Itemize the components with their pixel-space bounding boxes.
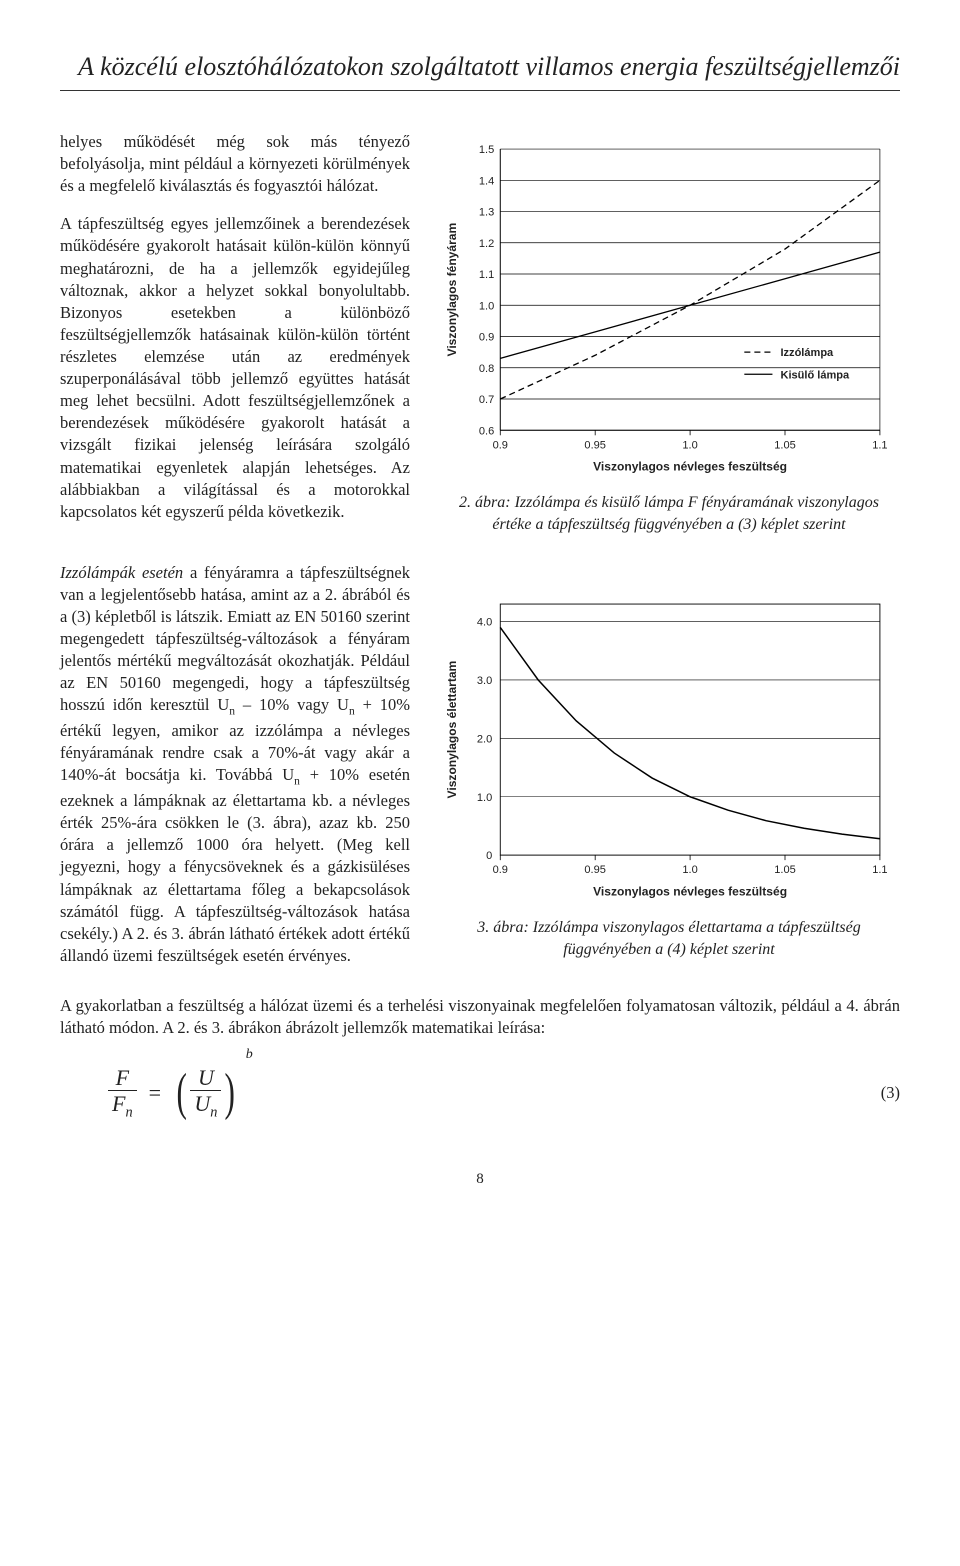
svg-text:Viszonylagos élettartam: Viszonylagos élettartam <box>445 660 459 798</box>
svg-text:0: 0 <box>486 850 492 862</box>
figure-2-caption: 2. ábra: Izzólámpa és kisülő lámpa F fén… <box>438 492 900 535</box>
svg-text:1.3: 1.3 <box>479 207 494 219</box>
paragraph-2: A tápfeszültség egyes jellemzőinek a ber… <box>60 213 410 523</box>
page-number: 8 <box>60 1171 900 1188</box>
svg-text:1.1: 1.1 <box>479 269 494 281</box>
svg-text:4.0: 4.0 <box>477 616 492 628</box>
svg-text:1.0: 1.0 <box>477 791 492 803</box>
svg-text:Viszonylagos fényáram: Viszonylagos fényáram <box>445 223 459 357</box>
figure-3: 0 1.0 2.0 3.0 4.0 0.9 0.95 1.0 1.05 1.1 Viszonylag… <box>438 592 900 961</box>
figure-3-caption: 3. ábra: Izzólámpa viszonylagos élettart… <box>438 917 900 960</box>
svg-text:1.5: 1.5 <box>479 144 494 156</box>
svg-text:Viszonylagos névleges feszülts: Viszonylagos névleges feszültség <box>593 459 787 473</box>
left-column-lower: Izzólámpák esetén a fényáramra a tápfesz… <box>60 562 410 967</box>
equation-3: F Fn = ( U Un ) b (3) <box>60 1065 900 1121</box>
svg-text:0.9: 0.9 <box>479 332 494 344</box>
svg-text:Kisülő lámpa: Kisülő lámpa <box>780 369 850 381</box>
svg-text:1.4: 1.4 <box>479 175 494 187</box>
svg-text:1.0: 1.0 <box>682 864 697 876</box>
svg-text:Viszonylagos névleges feszülts: Viszonylagos névleges feszültség <box>593 884 787 898</box>
paragraph-3: Izzólámpák esetén a fényáramra a tápfesz… <box>60 562 410 967</box>
left-column-upper: helyes működését még sok más tényező bef… <box>60 131 410 536</box>
equation-number: (3) <box>881 1083 900 1103</box>
svg-text:0.9: 0.9 <box>493 439 508 451</box>
svg-text:Izzólámpa: Izzólámpa <box>780 347 834 359</box>
svg-text:1.0: 1.0 <box>479 300 494 312</box>
svg-text:1.0: 1.0 <box>682 439 697 451</box>
paragraph-1: helyes működését még sok más tényező bef… <box>60 131 410 197</box>
svg-text:0.95: 0.95 <box>584 439 605 451</box>
figure-2: 0.6 0.7 0.8 0.9 1.0 1.1 1.2 1.3 1.4 1.5 0.9 0.95 1.0… <box>438 137 900 536</box>
paragraph-bottom: A gyakorlatban a feszültség a hálózat üz… <box>60 995 900 1039</box>
svg-text:1.1: 1.1 <box>872 864 887 876</box>
row-2: Izzólámpák esetén a fényáramra a tápfesz… <box>60 562 900 967</box>
page-title: A közcélú elosztóhálózatokon szolgáltato… <box>60 52 900 91</box>
row-1: helyes működését még sok más tényező bef… <box>60 131 900 536</box>
svg-text:1.05: 1.05 <box>774 864 795 876</box>
svg-text:1.1: 1.1 <box>872 439 887 451</box>
svg-text:0.95: 0.95 <box>584 864 605 876</box>
svg-text:0.8: 0.8 <box>479 363 494 375</box>
svg-text:0.6: 0.6 <box>479 425 494 437</box>
svg-text:3.0: 3.0 <box>477 675 492 687</box>
svg-text:2.0: 2.0 <box>477 733 492 745</box>
svg-text:1.05: 1.05 <box>774 439 795 451</box>
svg-text:0.9: 0.9 <box>493 864 508 876</box>
svg-text:0.7: 0.7 <box>479 394 494 406</box>
svg-text:1.2: 1.2 <box>479 238 494 250</box>
